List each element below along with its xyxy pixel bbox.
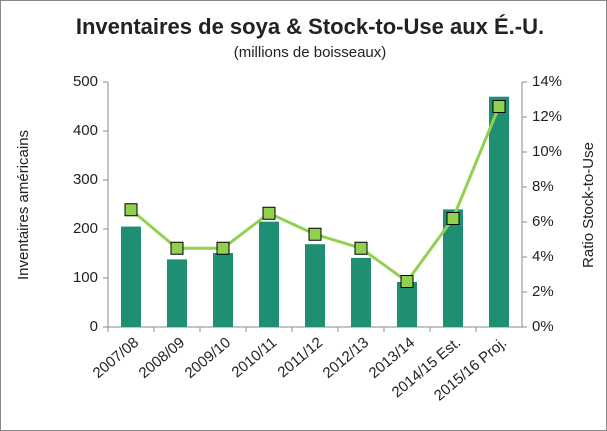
y2-tick-label: 10%	[532, 143, 562, 160]
y-tick-label: 0	[90, 318, 98, 335]
bar	[259, 221, 279, 327]
marker	[170, 241, 184, 255]
marker	[216, 241, 230, 255]
y2-tick-label: 12%	[532, 108, 562, 125]
bar	[121, 226, 141, 327]
y-axis-title: Inventaires américains	[15, 130, 32, 280]
bar	[305, 244, 325, 327]
bar	[489, 96, 509, 327]
y2-tick-label: 14%	[532, 73, 562, 90]
marker	[308, 227, 322, 241]
chart-subtitle: (millions de boisseaux)	[234, 44, 387, 61]
bar	[167, 259, 187, 327]
y-tick-label: 300	[73, 171, 98, 188]
y-tick-label: 100	[73, 269, 98, 286]
marker	[124, 203, 138, 217]
bar	[351, 257, 371, 327]
y-tick-label: 200	[73, 220, 98, 237]
y2-tick-label: 4%	[532, 248, 554, 265]
marker	[262, 206, 276, 220]
marker	[492, 100, 506, 113]
y2-tick-label: 6%	[532, 213, 554, 230]
y2-axis-title: Ratio Stock-to-Use	[580, 142, 597, 268]
y-tick-label: 400	[73, 122, 98, 139]
y2-tick-label: 0%	[532, 318, 554, 335]
bar	[443, 209, 463, 327]
bar	[213, 253, 233, 327]
y2-tick-label: 8%	[532, 178, 554, 195]
y2-tick-label: 2%	[532, 283, 554, 300]
y-tick-label: 500	[73, 73, 98, 90]
bar	[397, 281, 417, 327]
marker	[354, 241, 368, 255]
marker	[400, 275, 414, 288]
chart-title: Inventaires de soya & Stock-to-Use aux É…	[76, 14, 544, 39]
marker	[446, 212, 460, 225]
